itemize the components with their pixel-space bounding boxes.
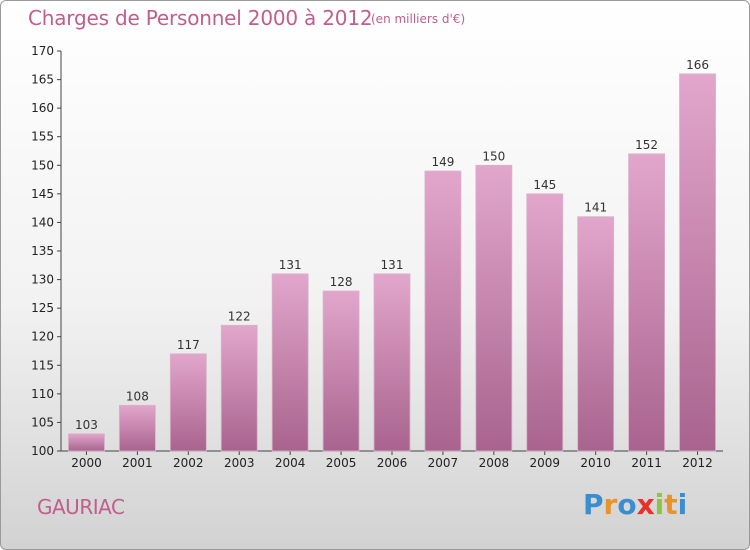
brand-letter: o: [617, 488, 637, 521]
x-tick-label: 2010: [580, 456, 611, 470]
y-tick-label: 145: [31, 187, 54, 201]
data-label: 150: [482, 149, 505, 163]
y-tick-label: 150: [31, 158, 54, 172]
chart-bars: [68, 73, 716, 452]
y-tick-label: 135: [31, 244, 54, 258]
data-label: 152: [635, 138, 658, 152]
data-label: 108: [126, 389, 149, 403]
bar: [118, 404, 156, 452]
y-tick-label: 170: [31, 44, 54, 58]
bar: [373, 273, 411, 452]
data-label: 149: [431, 155, 454, 169]
bar: [526, 193, 564, 452]
x-tick-label: 2006: [377, 456, 408, 470]
y-tick-label: 125: [31, 301, 54, 315]
x-tick-label: 2000: [71, 456, 102, 470]
x-tick-label: 2011: [631, 456, 662, 470]
y-tick-label: 115: [31, 358, 54, 372]
brand-letter: t: [664, 488, 678, 521]
chart-labels: 103 108 117 122 131 128 131 149 150 145 141 152 166: [75, 58, 709, 432]
x-tick-label: 2003: [224, 456, 255, 470]
bar: [271, 273, 309, 452]
y-tick-label: 140: [31, 215, 54, 229]
data-label: 166: [686, 58, 709, 72]
chart-title: Charges de Personnel 2000 à 2012: [28, 6, 373, 30]
data-label: 128: [330, 275, 353, 289]
brand-letter: x: [636, 488, 655, 521]
y-tick-label: 160: [31, 101, 54, 115]
data-label: 122: [228, 309, 251, 323]
y-tick-label: 100: [31, 444, 54, 458]
x-tick-label: 2007: [428, 456, 459, 470]
bar: [679, 73, 716, 452]
data-label: 141: [584, 201, 607, 215]
data-label: 131: [381, 258, 404, 272]
data-label: 145: [533, 178, 556, 192]
bar: [322, 290, 360, 452]
x-tick-label: 2012: [682, 456, 713, 470]
bar: [475, 164, 513, 452]
brand-letter: r: [603, 488, 618, 521]
chart-subtitle: (en milliers d'€): [371, 12, 466, 26]
y-tick-label: 105: [31, 415, 54, 429]
y-tick-label: 165: [31, 73, 54, 87]
x-tick-label: 2002: [173, 456, 204, 470]
y-tick-label: 155: [31, 130, 54, 144]
x-tick-label: 2001: [122, 456, 153, 470]
brand-letter: i: [677, 488, 688, 521]
bar: [68, 433, 105, 452]
bar: [577, 216, 615, 452]
bar: [220, 324, 258, 452]
x-tick-label: 2008: [479, 456, 510, 470]
data-label: 117: [177, 338, 200, 352]
bar: [169, 353, 207, 452]
y-tick-label: 130: [31, 273, 54, 287]
x-tick-label: 2004: [275, 456, 306, 470]
bar: [628, 153, 666, 452]
brand-letter: P: [583, 488, 604, 521]
data-label: 131: [279, 258, 302, 272]
chart-axes: 100 105 110 115 120 125 130 135 140 145 150 155 160 1…: [31, 44, 723, 470]
bar: [424, 170, 462, 452]
y-tick-label: 110: [31, 387, 54, 401]
x-tick-label: 2005: [326, 456, 357, 470]
location-name: GAURIAC: [37, 495, 125, 519]
proxiti-logo: Proxiti: [583, 488, 687, 521]
x-tick-label: 2009: [529, 456, 560, 470]
data-label: 103: [75, 418, 98, 432]
y-tick-label: 120: [31, 330, 54, 344]
brand-letter: i: [654, 488, 665, 521]
